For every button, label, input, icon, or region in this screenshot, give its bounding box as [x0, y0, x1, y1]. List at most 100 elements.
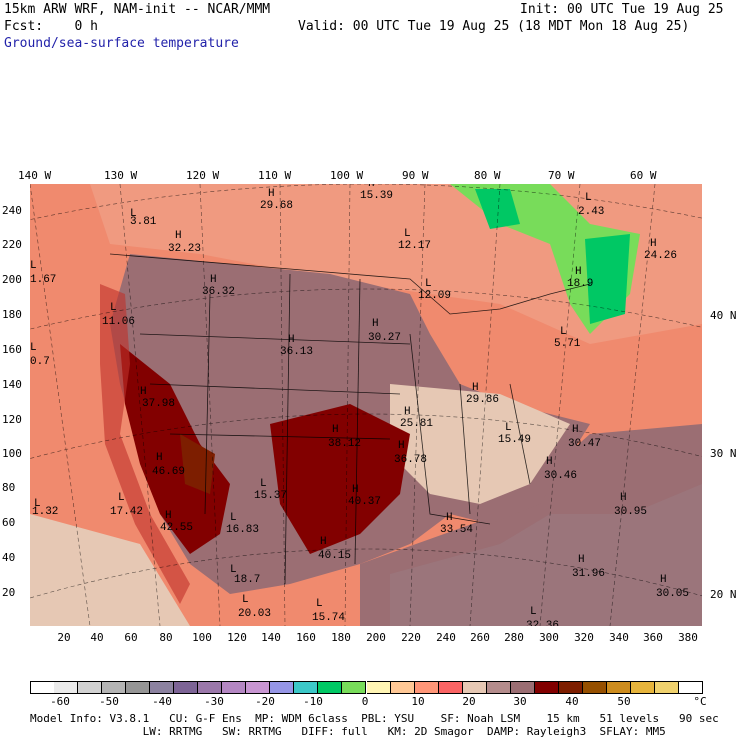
- high-marker: H: [404, 406, 411, 418]
- colorbar-swatch: [462, 681, 487, 694]
- x-index-label: 380: [678, 631, 698, 644]
- extreme-value-label: 31.96: [572, 568, 605, 580]
- extreme-value-label: 1.32: [32, 506, 58, 518]
- colorbar-swatch: [270, 681, 295, 694]
- lon-tick: 60 W: [630, 169, 657, 182]
- field-title: Ground/sea-surface temperature: [4, 36, 239, 51]
- high-marker: H: [472, 382, 479, 394]
- extreme-value-label: 5.71: [554, 338, 581, 350]
- low-marker: L: [585, 192, 592, 204]
- colorbar-swatch: [342, 681, 367, 694]
- extreme-value-label: 25.81: [400, 418, 433, 430]
- high-marker: H: [210, 274, 217, 286]
- colorbar-unit: °C: [693, 695, 707, 708]
- extreme-value-label: 18.7: [234, 574, 260, 586]
- lon-tick: 110 W: [258, 169, 292, 182]
- colorbar-swatch: [534, 681, 559, 694]
- low-marker: L: [260, 478, 267, 490]
- extreme-value-label: 30.05: [656, 588, 689, 600]
- forecast-hour: Fcst: 0 h: [4, 19, 98, 34]
- colorbar-swatch: [246, 681, 271, 694]
- x-index-label: 260: [470, 631, 490, 644]
- texas-hot-region: [270, 404, 410, 554]
- lat-tick: 20 N: [710, 588, 737, 601]
- low-marker: L: [242, 594, 249, 606]
- extreme-value-label: 15.49: [498, 434, 531, 446]
- east-us-tan: [390, 384, 570, 504]
- low-marker: L: [30, 342, 37, 354]
- extreme-value-label: 36.78: [394, 454, 427, 466]
- y-index-label: 220: [2, 238, 22, 251]
- high-marker: H: [175, 230, 182, 242]
- low-marker: L: [118, 492, 125, 504]
- extreme-value-label: 37.98: [142, 398, 175, 410]
- extreme-value-label: 36.32: [202, 286, 235, 298]
- extreme-value-label: 2.43: [578, 206, 604, 218]
- high-marker: H: [268, 188, 275, 200]
- x-index-label: 160: [296, 631, 316, 644]
- low-marker: L: [505, 422, 512, 434]
- colorbar-swatch: [366, 681, 391, 694]
- colorbar-label: 20: [462, 695, 476, 708]
- low-marker: L: [230, 512, 237, 524]
- lat-tick: 40 N: [710, 309, 737, 322]
- colorbar-swatch: [510, 681, 535, 694]
- extreme-value-label: 17.42: [110, 506, 143, 518]
- extreme-value-label: 32.23: [168, 243, 201, 255]
- extreme-value-label: 36.13: [280, 346, 313, 358]
- extreme-value-label: 3.81: [130, 216, 157, 228]
- model-physics: LW: RRTMG SW: RRTMG DIFF: full KM: 2D Sm…: [30, 725, 666, 738]
- colorbar-label: 0: [361, 695, 369, 708]
- high-marker: H: [650, 238, 657, 250]
- extreme-value-label: 12.09: [418, 290, 451, 302]
- colorbar-swatch: [318, 681, 343, 694]
- colorbar-swatch: [150, 681, 175, 694]
- extreme-value-label: 33.54: [440, 524, 473, 536]
- extreme-value-label: 1.67: [30, 274, 56, 286]
- colorbar-swatch: [294, 681, 319, 694]
- extreme-value-label: 18.9: [567, 278, 593, 290]
- low-marker: L: [560, 326, 567, 338]
- colorbar-label: 30: [513, 695, 527, 708]
- colorbar-swatch: [390, 681, 415, 694]
- high-marker: H: [332, 424, 339, 436]
- colorbar-swatch: [222, 681, 247, 694]
- low-marker: L: [230, 564, 237, 576]
- extreme-value-label: 11.06: [102, 316, 135, 328]
- x-index-label: 20: [57, 631, 71, 644]
- extreme-value-label: 30.47: [568, 438, 601, 450]
- extreme-value-label: 29.86: [466, 394, 499, 406]
- x-index-label: 180: [331, 631, 351, 644]
- colorbar-swatch: [606, 681, 631, 694]
- low-marker: L: [316, 598, 323, 610]
- low-marker: L: [30, 260, 37, 272]
- extreme-value-label: 32.36: [526, 620, 559, 626]
- colorbar-swatch: [30, 681, 56, 694]
- colorbar-label: -10: [303, 695, 323, 708]
- colorbar-label: 10: [411, 695, 425, 708]
- high-marker: H: [546, 456, 553, 468]
- high-marker: H: [320, 536, 327, 548]
- colorbar-swatch: [582, 681, 607, 694]
- extreme-value-label: 40.37: [348, 496, 381, 508]
- x-index-label: 200: [366, 631, 386, 644]
- extreme-value-label: 15.74: [312, 612, 345, 624]
- y-index-label: 80: [2, 481, 16, 494]
- colorbar-label: -50: [99, 695, 119, 708]
- colorbar-swatch: [78, 681, 103, 694]
- colorbar-swatch: [414, 681, 439, 694]
- y-index-label: 140: [2, 378, 22, 391]
- colorbar-swatch: [438, 681, 463, 694]
- colorbar-swatch: [102, 681, 127, 694]
- low-marker: L: [34, 498, 41, 510]
- low-marker: L: [130, 208, 137, 220]
- high-marker: H: [620, 492, 627, 504]
- y-index-label: 160: [2, 343, 22, 356]
- colorbar-swatch: [198, 681, 223, 694]
- model-info: Model Info: V3.8.1 CU: G-F Ens MP: WDM 6…: [30, 712, 719, 725]
- lat-tick: 30 N: [710, 447, 737, 460]
- y-index-label: 100: [2, 447, 22, 460]
- colorbar-label: -30: [204, 695, 224, 708]
- lon-tick: 100 W: [330, 169, 364, 182]
